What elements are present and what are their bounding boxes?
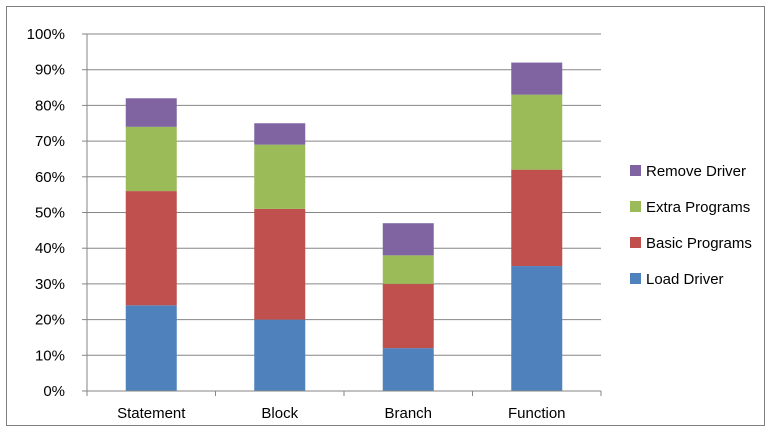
y-tick-labels: 0% 10% 20% 30% 40% 50% 60% 70% 80% 90% 100%: [27, 26, 65, 400]
bars: [125, 62, 563, 391]
bar-segment-load-driver: [511, 266, 563, 391]
y-tick-label: 40%: [35, 240, 65, 257]
bar-segment-remove-driver: [125, 98, 177, 127]
legend-swatch: [630, 201, 641, 212]
y-tick-label: 90%: [35, 62, 65, 79]
x-tick-label: Function: [508, 405, 566, 422]
x-tick-labels: Statement Block Branch Function: [117, 405, 565, 422]
legend-label: Load Driver: [646, 271, 724, 288]
y-tick-label: 100%: [27, 26, 65, 43]
y-tick-label: 10%: [35, 347, 65, 364]
x-tick-label: Statement: [117, 405, 186, 422]
bar-segment-basic-programs: [254, 208, 306, 320]
bar-segment-extra-programs: [511, 94, 563, 170]
bar-segment-load-driver: [254, 319, 306, 391]
legend-swatch: [630, 273, 641, 284]
axes: [82, 33, 602, 396]
bar-segment-load-driver: [125, 305, 177, 391]
legend-label: Remove Driver: [646, 163, 746, 180]
bar-segment-extra-programs: [125, 126, 177, 192]
y-tick-label: 80%: [35, 97, 65, 114]
bar-segment-remove-driver: [254, 123, 306, 145]
bar-segment-basic-programs: [125, 191, 177, 306]
legend-label: Basic Programs: [646, 235, 752, 252]
bar-segment-basic-programs: [382, 283, 434, 349]
x-tick-label: Block: [261, 405, 298, 422]
legend-label: Extra Programs: [646, 199, 750, 216]
bar-segment-remove-driver: [511, 62, 563, 95]
y-tick-label: 20%: [35, 312, 65, 329]
legend: Remove Driver Extra Programs Basic Program…: [630, 163, 752, 288]
bar-segment-load-driver: [382, 348, 434, 391]
y-tick-label: 30%: [35, 276, 65, 293]
legend-swatch: [630, 165, 641, 176]
bar-segment-extra-programs: [254, 144, 306, 209]
legend-swatch: [630, 237, 641, 248]
y-tick-label: 70%: [35, 133, 65, 150]
y-tick-label: 60%: [35, 169, 65, 186]
y-tick-label: 50%: [35, 205, 65, 222]
y-tick-label: 0%: [43, 383, 65, 400]
x-tick-label: Branch: [384, 405, 432, 422]
bar-segment-basic-programs: [511, 169, 563, 267]
bar-segment-extra-programs: [382, 255, 434, 284]
bar-segment-remove-driver: [382, 223, 434, 256]
